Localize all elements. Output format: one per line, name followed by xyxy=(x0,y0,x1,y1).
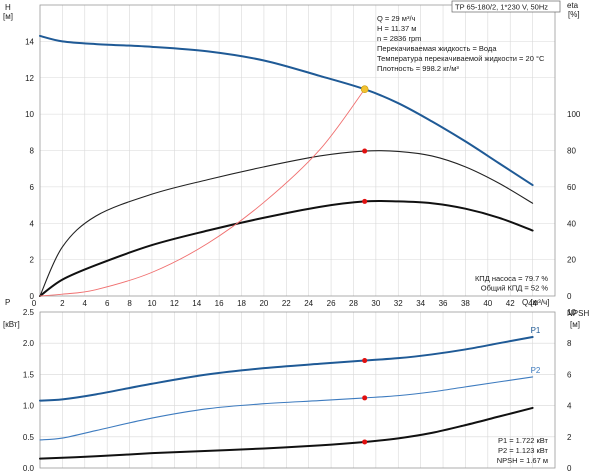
duty-point-info: Q = 29 м³/чH = 11.37 мn = 2836 rpmПерека… xyxy=(377,14,545,73)
x-tick-label: 36 xyxy=(439,299,448,308)
power-info-line: NPSH = 1.67 м xyxy=(497,456,548,465)
x-tick-label: 8 xyxy=(127,299,132,308)
x-tick-label: 18 xyxy=(237,299,246,308)
y-left-tick-label: 8 xyxy=(30,147,35,156)
x-tick-label: 14 xyxy=(192,299,201,308)
y-left-tick-label: 0 xyxy=(30,292,35,301)
y-left-tick-label: 14 xyxy=(25,37,34,46)
lower-grid xyxy=(40,312,555,468)
y-left-tick-label: 2.5 xyxy=(23,308,35,317)
y-left-tick-label: 6 xyxy=(30,183,35,192)
x-tick-label: 32 xyxy=(394,299,403,308)
upper-grid xyxy=(40,5,555,296)
x-axis-label: Q [м³/ч] xyxy=(522,298,549,307)
y-right-tick-label: 0 xyxy=(567,464,572,473)
operating-point-marker xyxy=(362,395,368,401)
duty-point-info-line: Q = 29 м³/ч xyxy=(377,14,416,23)
x-tick-label: 6 xyxy=(105,299,110,308)
series-label-p2: P2 xyxy=(531,366,541,375)
lower-plot-frame xyxy=(39,311,556,469)
efficiency-info-line: Общий КПД = 52 % xyxy=(481,284,549,293)
duty-point-info-line: Плотность = 998.2 кг/м³ xyxy=(377,64,459,73)
x-tick-label: 2 xyxy=(60,299,65,308)
series-npsh-line xyxy=(39,406,534,460)
x-tick-label: 40 xyxy=(483,299,492,308)
x-tick-label: 16 xyxy=(215,299,224,308)
y-right-tick-label: 6 xyxy=(567,370,572,379)
x-tick-label: 28 xyxy=(349,299,358,308)
y-left-tick-label: 2.0 xyxy=(23,339,35,348)
series-eta-total-line xyxy=(39,199,534,297)
upper-plot-frame xyxy=(39,4,556,297)
y-left-tick-label: 0.0 xyxy=(23,464,35,473)
x-tick-label: 42 xyxy=(506,299,515,308)
x-tick-label: 4 xyxy=(83,299,88,308)
operating-point-marker xyxy=(362,198,368,204)
x-tick-label: 20 xyxy=(259,299,268,308)
duty-point-info-line: Перекачиваемая жидкость = Вода xyxy=(377,44,497,53)
y-left-tick-label: 4 xyxy=(30,219,35,228)
y-left-tick-label: 0.5 xyxy=(23,433,35,442)
y-right-tick-label: 40 xyxy=(567,219,576,228)
x-tick-label: 34 xyxy=(416,299,425,308)
x-tick-label: 26 xyxy=(327,299,336,308)
upper-right-axis-symbol: eta xyxy=(567,1,579,10)
power-info-line: P1 = 1.722 кВт xyxy=(498,436,549,445)
lower-right-axis-symbol: NPSH xyxy=(567,309,589,318)
y-left-tick-label: 1.0 xyxy=(23,402,35,411)
series-p1-line xyxy=(39,335,534,402)
efficiency-info: КПД насоса = 79.7 %Общий КПД = 52 % xyxy=(475,274,548,293)
duty-point-info-line: Температура перекачиваемой жидкости = 20… xyxy=(377,54,545,63)
y-right-tick-label: 60 xyxy=(567,183,576,192)
lower-right-axis-unit: [м] xyxy=(570,320,580,329)
series-eta-line xyxy=(39,150,534,297)
x-tick-label: 0 xyxy=(32,299,37,308)
duty-point-marker xyxy=(360,85,369,94)
y-right-tick-label: 0 xyxy=(567,292,572,301)
upper-curves xyxy=(39,34,534,297)
title-box xyxy=(451,0,561,13)
series-h-line xyxy=(39,34,534,187)
y-left-tick-label: 2 xyxy=(30,256,35,265)
upper-left-axis-unit: [м] xyxy=(3,12,13,21)
operating-point-marker xyxy=(362,148,368,154)
upper-right-axis-unit: [%] xyxy=(568,10,580,19)
x-tick-label: 30 xyxy=(371,299,380,308)
efficiency-info-line: КПД насоса = 79.7 % xyxy=(475,274,548,283)
y-left-tick-label: 10 xyxy=(25,110,34,119)
duty-point-info-line: n = 2836 rpm xyxy=(377,34,421,43)
y-right-tick-label: 2 xyxy=(567,433,572,442)
power-info-line: P2 = 1.123 кВт xyxy=(498,446,549,455)
lower-curves: P1 P2 xyxy=(39,326,541,460)
upper-left-axis-symbol: H xyxy=(5,3,11,12)
axis-ticks: 2 4 6 8 10 12 14 16 18 20 22 24 26 28 30 32 34 36 38 40 42 44… xyxy=(23,37,581,473)
operating-point-marker xyxy=(362,439,368,445)
x-tick-label: 10 xyxy=(148,299,157,308)
series-system-line xyxy=(39,88,366,297)
y-right-tick-label: 8 xyxy=(567,339,572,348)
y-right-tick-label: 10 xyxy=(567,308,576,317)
y-right-tick-label: 4 xyxy=(567,402,572,411)
series-p2-line xyxy=(39,376,534,441)
y-left-tick-label: 1.5 xyxy=(23,370,35,379)
x-tick-label: 44 xyxy=(528,299,537,308)
operating-point-marker xyxy=(362,358,368,364)
x-tick-label: 24 xyxy=(304,299,313,308)
series-label-p1: P1 xyxy=(531,326,541,335)
x-tick-label: 38 xyxy=(461,299,470,308)
x-tick-label: 22 xyxy=(282,299,291,308)
y-right-tick-label: 20 xyxy=(567,256,576,265)
lower-left-axis-unit: [кВт] xyxy=(3,320,20,329)
lower-left-axis-symbol: P xyxy=(5,298,10,307)
y-right-tick-label: 100 xyxy=(567,110,581,119)
x-tick-label: 12 xyxy=(170,299,179,308)
y-right-tick-label: 80 xyxy=(567,147,576,156)
y-left-tick-label: 12 xyxy=(25,74,34,83)
duty-point-info-line: H = 11.37 м xyxy=(377,24,416,33)
chart-title: TP 65-180/2, 1*230 V, 50Hz xyxy=(455,3,548,12)
